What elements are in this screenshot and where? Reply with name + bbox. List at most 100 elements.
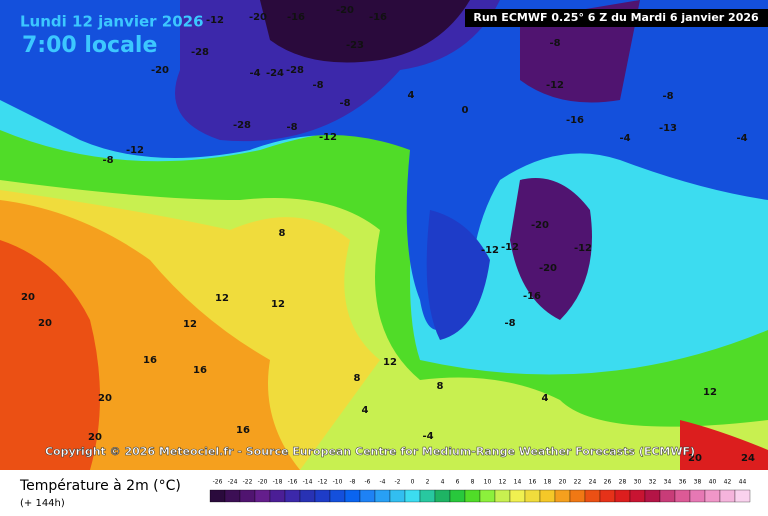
legend-swatch — [644, 489, 661, 503]
legend-swatch — [704, 489, 721, 503]
map-label: -13 — [659, 123, 677, 134]
legend-swatch — [524, 489, 541, 503]
map-label: 16 — [236, 425, 250, 436]
map-label: -20 — [151, 65, 169, 76]
legend-label: 6 — [456, 479, 460, 486]
legend-swatch — [344, 489, 361, 503]
legend-swatch — [284, 489, 301, 503]
legend-swatch — [734, 489, 751, 503]
map-label: -16 — [566, 115, 584, 126]
legend-label: 20 — [559, 479, 567, 486]
legend-label: -12 — [318, 479, 328, 486]
legend-swatch — [464, 489, 481, 503]
map-label: 8 — [279, 228, 286, 239]
africa-warm — [680, 420, 768, 470]
map-label: -20 — [336, 5, 354, 16]
color-legend: -26 -24 -22 -20 -18 -16 -14 -12 -10 -8 -6 -4 -2 0 2 4 6 8… — [209, 479, 751, 503]
map-label: -8 — [286, 122, 297, 133]
map-label: -16 — [369, 12, 387, 23]
legend-swatch — [479, 489, 496, 503]
copyright: Copyright © 2026 Meteociel.fr - Source E… — [45, 445, 695, 458]
legend-swatch — [239, 489, 256, 503]
map-label: 20 — [688, 453, 702, 464]
legend-label: 44 — [739, 479, 747, 486]
map-label: -16 — [287, 12, 305, 23]
legend-swatch — [689, 489, 706, 503]
legend-label: 14 — [514, 479, 522, 486]
legend-swatch — [404, 489, 421, 503]
legend-swatch — [254, 489, 271, 503]
map — [0, 0, 768, 470]
map-label: -4 — [422, 431, 433, 442]
map-label: 16 — [143, 355, 157, 366]
map-label: -12 — [546, 80, 564, 91]
legend-swatch — [434, 489, 451, 503]
legend-label: 34 — [664, 479, 672, 486]
legend-label: -22 — [243, 479, 253, 486]
map-label: -20 — [531, 220, 549, 231]
footer-subtitle: (+ 144h) — [20, 498, 65, 509]
map-label: -12 — [501, 242, 519, 253]
legend-swatch — [449, 489, 466, 503]
map-label: -24 — [266, 68, 284, 79]
run-label: Run ECMWF 0.25° 6 Z du Mardi 6 janvier 2… — [473, 11, 759, 24]
map-label: 8 — [354, 373, 361, 384]
map-label: -8 — [102, 155, 113, 166]
legend-label: -18 — [273, 479, 283, 486]
legend-swatch — [659, 489, 676, 503]
map-label: -8 — [339, 98, 350, 109]
map-label: -28 — [286, 65, 304, 76]
legend-label: 18 — [544, 479, 552, 486]
map-label: -16 — [523, 291, 541, 302]
legend-swatch — [584, 489, 601, 503]
map-label: 20 — [21, 292, 35, 303]
map-label: -4 — [249, 68, 260, 79]
map-label: -4 — [619, 133, 630, 144]
legend-label: 0 — [411, 479, 415, 486]
legend-label: 36 — [679, 479, 687, 486]
map-label: 12 — [183, 319, 197, 330]
legend-label: -20 — [258, 479, 268, 486]
map-label: -12 — [319, 132, 337, 143]
footer-title: Température à 2m (°C) — [19, 478, 181, 494]
map-label: -12 — [574, 243, 592, 254]
map-labels: -20 -16-20-16-23-28-28-24-12-20-8-4-8-28-… — [21, 5, 755, 464]
legend-swatch — [629, 489, 646, 503]
legend-swatch — [539, 489, 556, 503]
legend-label: 16 — [529, 479, 537, 486]
legend-swatch — [299, 489, 316, 503]
legend-swatch — [674, 489, 691, 503]
map-label: -8 — [504, 318, 515, 329]
legend-label: 28 — [619, 479, 627, 486]
map-label: 8 — [437, 381, 444, 392]
legend-swatch — [509, 489, 526, 503]
map-label: 12 — [703, 387, 717, 398]
legend-swatch — [494, 489, 511, 503]
greenland-core — [260, 0, 470, 63]
russia-cold — [510, 178, 592, 320]
legend-swatch — [599, 489, 616, 503]
legend-swatch — [329, 489, 346, 503]
map-label: 4 — [408, 90, 415, 101]
map-label: 24 — [741, 453, 755, 464]
legend-label: 26 — [604, 479, 612, 486]
map-label: -8 — [549, 38, 560, 49]
legend-label: 32 — [649, 479, 657, 486]
legend-label: 22 — [574, 479, 582, 486]
map-label: 4 — [542, 393, 549, 404]
map-label: -8 — [312, 80, 323, 91]
legend-label: 2 — [426, 479, 430, 486]
legend-label: 38 — [694, 479, 702, 486]
legend-label: -14 — [303, 479, 313, 486]
map-label: 20 — [38, 318, 52, 329]
legend-label: 8 — [471, 479, 475, 486]
map-label: 0 — [462, 105, 469, 116]
red-zone — [0, 240, 100, 470]
legend-label: 4 — [441, 479, 445, 486]
legend-label: -16 — [288, 479, 298, 486]
legend-swatch — [569, 489, 586, 503]
map-label: -8 — [662, 91, 673, 102]
legend-swatch — [719, 489, 736, 503]
legend-label: -2 — [395, 479, 401, 486]
legend-label: -8 — [350, 479, 356, 486]
